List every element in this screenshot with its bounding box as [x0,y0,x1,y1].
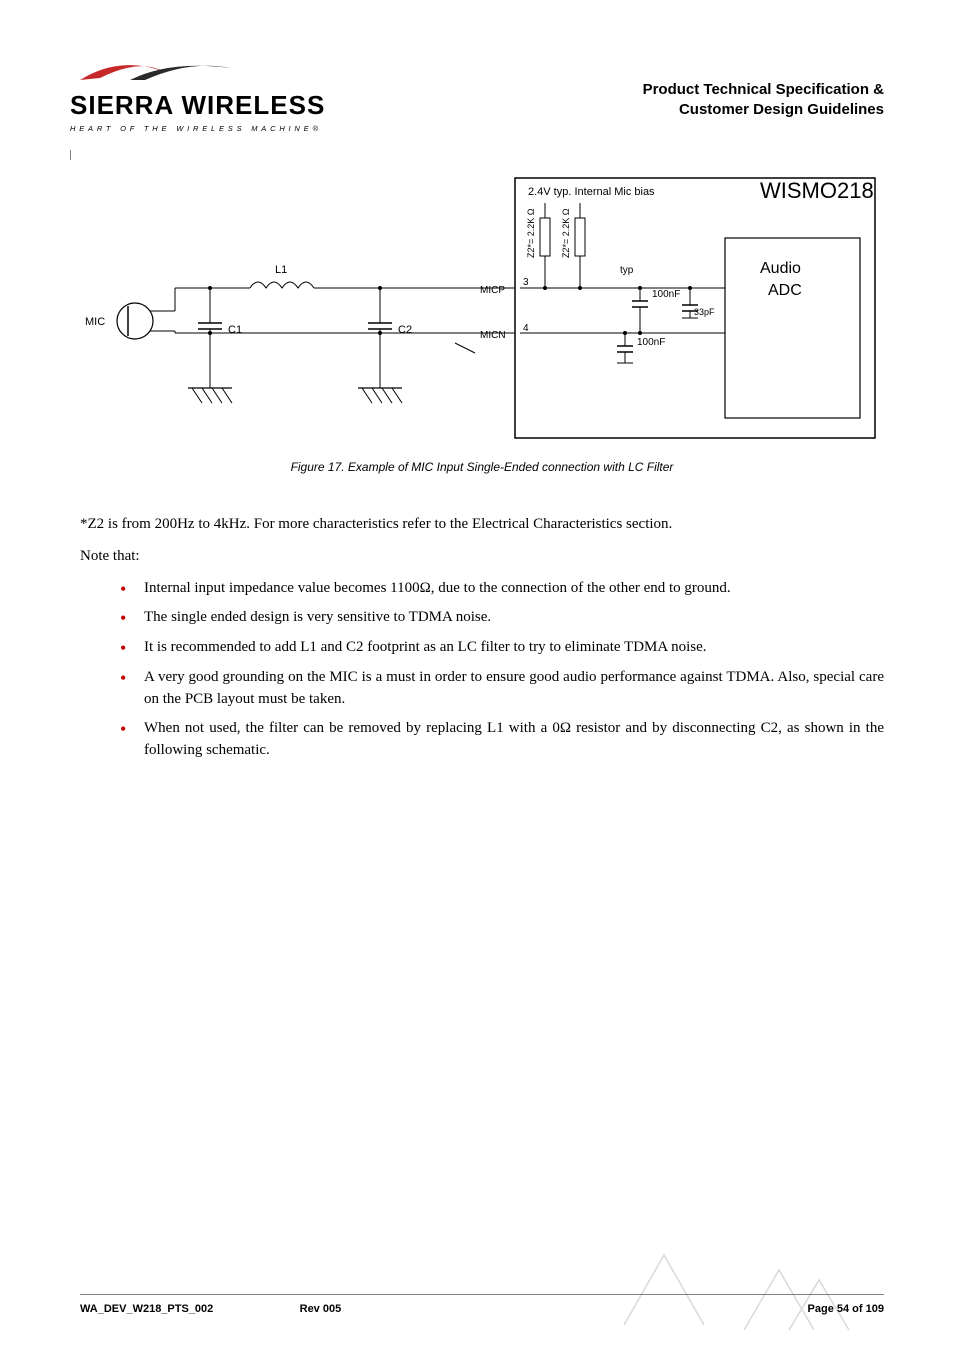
margin-mark [70,150,71,160]
footer-rev: Rev 005 [300,1303,342,1315]
figure-caption: Figure 17. Example of MIC Input Single-E… [80,460,884,474]
label-c1: C1 [228,324,242,336]
bullet-list: Internal input impedance value becomes 1… [80,578,884,762]
note-that: Note that: [80,546,884,568]
footer-doc-id: WA_DEV_W218_PTS_002 [80,1303,213,1315]
page-content: 2.4V typ. Internal Mic bias WISMO218 Aud… [0,133,954,762]
footer-page: Page 54 of 109 [808,1303,884,1315]
z2-note: *Z2 is from 200Hz to 4kHz. For more char… [80,514,884,536]
label-micp: MICP [480,285,505,296]
label-pin4: 4 [523,323,529,334]
list-item: When not used, the filter can be removed… [120,718,884,762]
label-bias: 2.4V typ. Internal Mic bias [528,186,655,198]
label-c2: C2 [398,324,412,336]
ground-icon [188,388,232,403]
label-100n-b: 100nF [637,337,665,348]
label-adc1: Audio [760,260,801,277]
doc-title-line2: Customer Design Guidelines [643,100,884,120]
list-item: It is recommended to add L1 and C2 footp… [120,637,884,659]
label-100n-a: 100nF [652,289,680,300]
label-typ: typ [620,265,634,276]
label-mic: MIC [85,316,105,328]
label-chip: WISMO218 [760,178,874,203]
label-z2a: Z2*= 2.2K Ω [526,208,536,258]
logo-block: SIERRA WIRELESS HEART OF THE WIRELESS MA… [70,50,325,133]
page-footer: WA_DEV_W218_PTS_002 Rev 005 Page 54 of 1… [0,1294,954,1315]
footer-divider [80,1294,884,1295]
ground-icon [358,388,402,403]
label-33p: 33pF [694,307,715,317]
label-micn: MICN [480,330,506,341]
brand-tagline: HEART OF THE WIRELESS MACHINE® [70,124,322,133]
label-pin3: 3 [523,277,529,288]
figure-schematic: 2.4V typ. Internal Mic bias WISMO218 Aud… [80,173,884,474]
label-l1: L1 [275,264,287,276]
page-header: SIERRA WIRELESS HEART OF THE WIRELESS MA… [0,0,954,133]
logo-swoosh-icon [70,50,270,88]
label-adc2: ADC [768,282,802,299]
doc-title: Product Technical Specification & Custom… [643,50,884,119]
label-z2b: Z2*= 2.2K Ω [561,208,571,258]
footer-watermark-icon [614,1245,874,1340]
brand-name: SIERRA WIRELESS [70,90,325,121]
body-text: *Z2 is from 200Hz to 4kHz. For more char… [80,514,884,762]
list-item: Internal input impedance value becomes 1… [120,578,884,600]
list-item: The single ended design is very sensitiv… [120,607,884,629]
doc-title-line1: Product Technical Specification & [643,80,884,100]
list-item: A very good grounding on the MIC is a mu… [120,667,884,711]
